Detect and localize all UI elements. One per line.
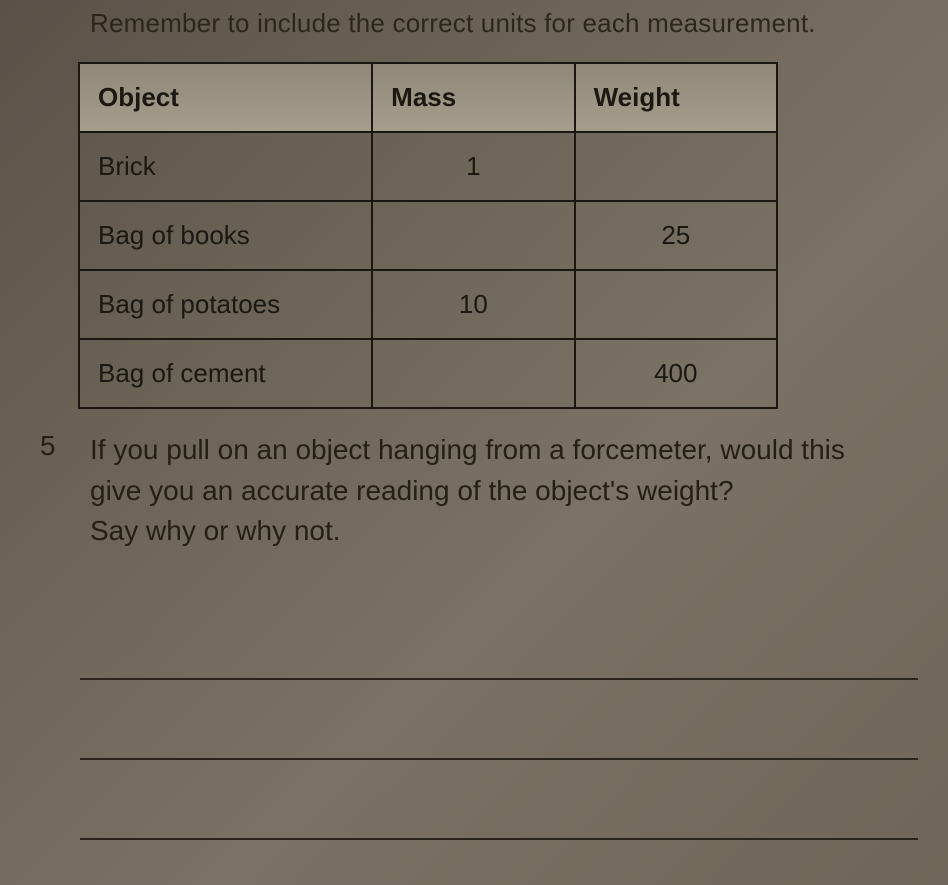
header-mass: Mass [372,63,574,132]
table-row: Bag of potatoes 10 [79,270,777,339]
cell-weight: 400 [575,339,777,408]
cell-object: Bag of books [79,201,372,270]
cell-mass: 1 [372,132,574,201]
instruction-text: Remember to include the correct units fo… [90,8,816,39]
header-object: Object [79,63,372,132]
question-number: 5 [40,430,56,462]
question-line: If you pull on an object hanging from a … [90,434,845,465]
question-text: If you pull on an object hanging from a … [90,430,918,552]
answer-line[interactable] [80,620,918,680]
cell-mass [372,201,574,270]
header-weight: Weight [575,63,777,132]
cell-object: Bag of cement [79,339,372,408]
question-line: Say why or why not. [90,515,341,546]
cell-mass: 10 [372,270,574,339]
cell-weight [575,270,777,339]
measurement-table: Object Mass Weight Brick 1 Bag of books … [78,62,778,409]
table-row: Bag of cement 400 [79,339,777,408]
table-row: Brick 1 [79,132,777,201]
answer-area [80,620,918,860]
question-5: 5 If you pull on an object hanging from … [40,430,918,552]
cell-weight: 25 [575,201,777,270]
table-row: Bag of books 25 [79,201,777,270]
question-line: give you an accurate reading of the obje… [90,475,734,506]
answer-line[interactable] [80,780,918,840]
cell-object: Bag of potatoes [79,270,372,339]
cell-weight [575,132,777,201]
answer-line[interactable] [80,700,918,760]
cell-mass [372,339,574,408]
cell-object: Brick [79,132,372,201]
